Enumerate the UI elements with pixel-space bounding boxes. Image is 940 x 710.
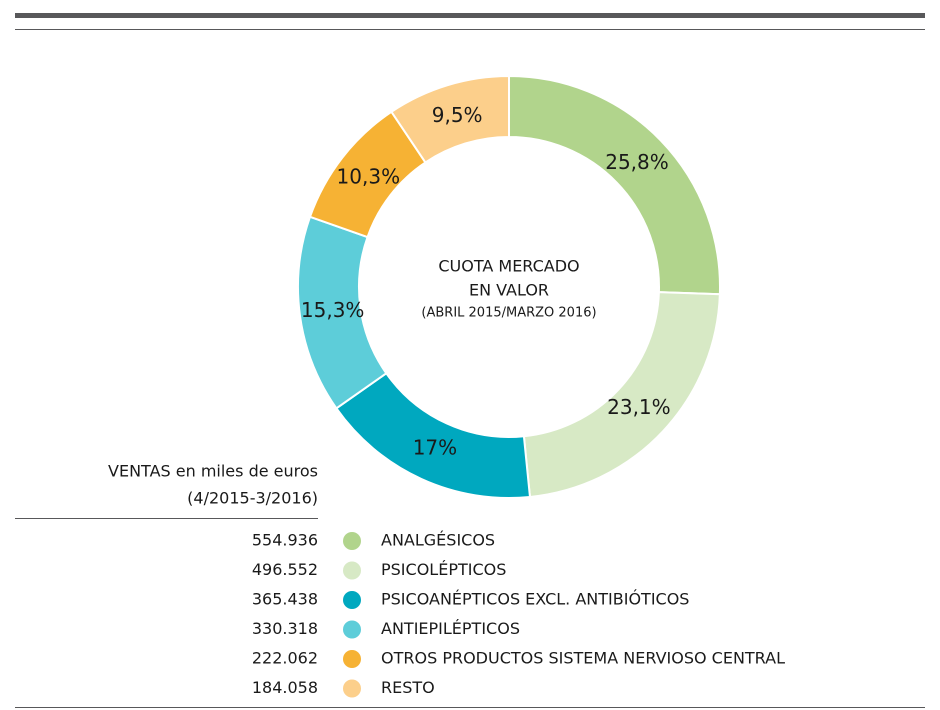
slice-label: 17% <box>413 435 457 459</box>
slice-label: 23,1% <box>607 395 671 419</box>
legend-label: ANTIEPILÉPTICOS <box>381 619 520 638</box>
sales-value: 330.318 <box>252 619 318 638</box>
legend-label: ANALGÉSICOS <box>381 531 495 550</box>
header-rule <box>15 518 318 519</box>
legend-swatch <box>343 532 361 550</box>
top-rule <box>15 13 925 18</box>
center-title: EN VALOR <box>469 281 549 300</box>
legend-label: PSICOLÉPTICOS <box>381 560 506 579</box>
legend-swatch <box>343 650 361 668</box>
center-title: CUOTA MERCADO <box>438 257 579 276</box>
sales-value: 365.438 <box>252 590 318 609</box>
slice-label: 15,3% <box>301 298 365 322</box>
top-thin-rule <box>15 29 925 30</box>
legend-label: RESTO <box>381 678 435 697</box>
sales-value: 222.062 <box>252 649 318 668</box>
sales-subheader: (4/2015-3/2016) <box>187 489 318 508</box>
legend-swatch <box>343 620 361 639</box>
donut <box>297 74 721 499</box>
sales-value: 554.936 <box>252 531 318 550</box>
bottom-rule <box>15 707 925 708</box>
sales-value: 496.552 <box>252 560 318 579</box>
sales-header: VENTAS en miles de euros <box>108 462 318 481</box>
slice-label: 10,3% <box>337 164 401 188</box>
donut-slice <box>390 74 510 164</box>
center-subtitle: (ABRIL 2015/MARZO 2016) <box>421 306 596 321</box>
sales-value: 184.058 <box>252 678 318 697</box>
legend-label: PSICOANÉPTICOS EXCL. ANTIBIÓTICOS <box>381 590 689 609</box>
legend-label: OTROS PRODUCTOS SISTEMA NERVIOSO CENTRAL <box>381 649 785 668</box>
legend-swatch <box>343 591 361 609</box>
legend-swatch <box>343 561 361 580</box>
slice-label: 25,8% <box>605 150 669 174</box>
slice-label: 9,5% <box>432 103 483 127</box>
legend-swatch <box>343 679 361 698</box>
